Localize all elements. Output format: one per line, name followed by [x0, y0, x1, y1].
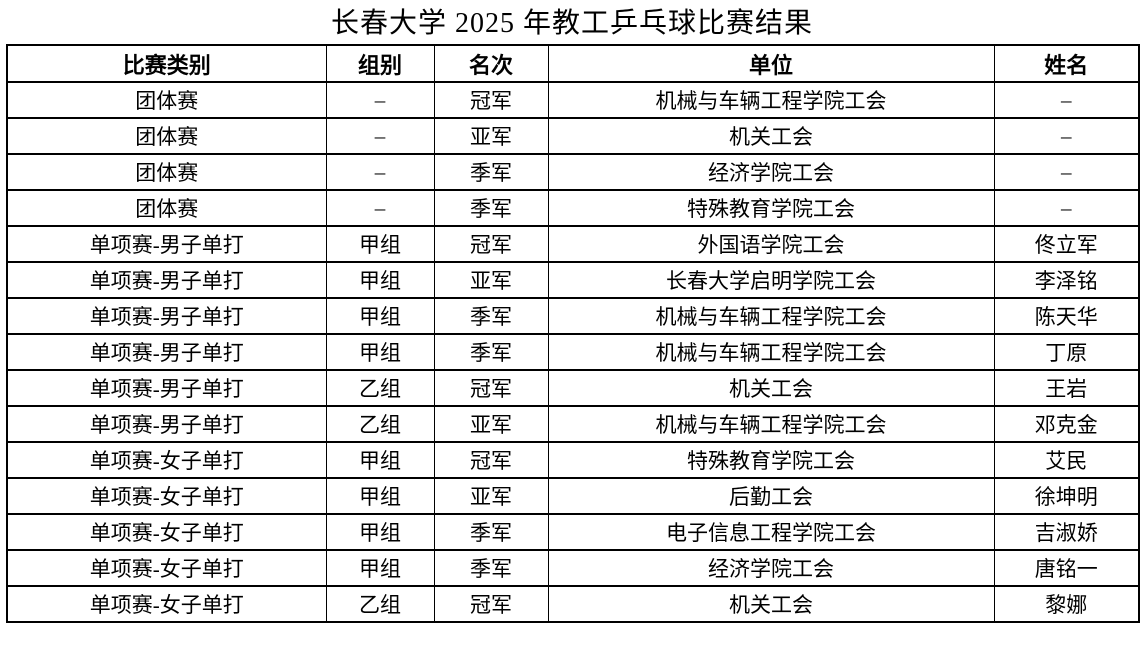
- cell-category: 单项赛-男子单打: [6, 225, 327, 263]
- table-row: 单项赛-女子单打 乙组 冠军 机关工会 黎娜: [6, 585, 1140, 623]
- table-row: 单项赛-女子单打 甲组 冠军 特殊教育学院工会 艾民: [6, 441, 1140, 479]
- cell-name: –: [993, 189, 1140, 227]
- cell-unit: 机械与车辆工程学院工会: [547, 405, 995, 443]
- cell-rank: 冠军: [433, 369, 549, 407]
- table-row: 单项赛-男子单打 甲组 季军 机械与车辆工程学院工会 陈天华: [6, 297, 1140, 335]
- cell-group: 甲组: [325, 549, 435, 587]
- cell-rank: 季军: [433, 153, 549, 191]
- cell-category: 单项赛-女子单打: [6, 441, 327, 479]
- cell-group: 甲组: [325, 513, 435, 551]
- table-row: 单项赛-女子单打 甲组 亚军 后勤工会 徐坤明: [6, 477, 1140, 515]
- cell-unit: 后勤工会: [547, 477, 995, 515]
- column-header-rank: 名次: [433, 44, 549, 83]
- cell-category: 单项赛-女子单打: [6, 477, 327, 515]
- cell-group: 乙组: [325, 585, 435, 623]
- cell-group: 甲组: [325, 225, 435, 263]
- table-row: 团体赛 – 亚军 机关工会 –: [6, 117, 1140, 155]
- cell-category: 团体赛: [6, 81, 327, 119]
- cell-unit: 长春大学启明学院工会: [547, 261, 995, 299]
- cell-category: 单项赛-男子单打: [6, 261, 327, 299]
- cell-name: 唐铭一: [993, 549, 1140, 587]
- cell-unit: 机械与车辆工程学院工会: [547, 297, 995, 335]
- cell-unit: 电子信息工程学院工会: [547, 513, 995, 551]
- cell-category: 单项赛-女子单打: [6, 549, 327, 587]
- cell-group: 甲组: [325, 261, 435, 299]
- cell-rank: 季军: [433, 189, 549, 227]
- cell-group: 甲组: [325, 477, 435, 515]
- cell-unit: 机关工会: [547, 369, 995, 407]
- cell-name: 陈天华: [993, 297, 1140, 335]
- column-header-unit: 单位: [547, 44, 995, 83]
- cell-name: 佟立军: [993, 225, 1140, 263]
- cell-name: 丁原: [993, 333, 1140, 371]
- column-header-category: 比赛类别: [6, 44, 327, 83]
- header-row: 比赛类别 组别 名次 单位 姓名: [6, 44, 1140, 83]
- cell-category: 单项赛-女子单打: [6, 513, 327, 551]
- table-row: 单项赛-男子单打 乙组 亚军 机械与车辆工程学院工会 邓克金: [6, 405, 1140, 443]
- cell-name: 黎娜: [993, 585, 1140, 623]
- cell-unit: 经济学院工会: [547, 549, 995, 587]
- cell-rank: 亚军: [433, 261, 549, 299]
- table-row: 团体赛 – 季军 特殊教育学院工会 –: [6, 189, 1140, 227]
- cell-rank: 冠军: [433, 585, 549, 623]
- cell-unit: 外国语学院工会: [547, 225, 995, 263]
- cell-name: –: [993, 81, 1140, 119]
- cell-category: 团体赛: [6, 153, 327, 191]
- table-row: 单项赛-男子单打 甲组 冠军 外国语学院工会 佟立军: [6, 225, 1140, 263]
- cell-group: 甲组: [325, 297, 435, 335]
- cell-category: 单项赛-男子单打: [6, 297, 327, 335]
- table-row: 单项赛-男子单打 乙组 冠军 机关工会 王岩: [6, 369, 1140, 407]
- cell-unit: 特殊教育学院工会: [547, 441, 995, 479]
- cell-group: –: [325, 153, 435, 191]
- cell-group: 乙组: [325, 405, 435, 443]
- column-header-group: 组别: [325, 44, 435, 83]
- cell-unit: 机关工会: [547, 585, 995, 623]
- cell-category: 单项赛-女子单打: [6, 585, 327, 623]
- cell-group: 乙组: [325, 369, 435, 407]
- cell-group: –: [325, 81, 435, 119]
- table-row: 单项赛-男子单打 甲组 亚军 长春大学启明学院工会 李泽铭: [6, 261, 1140, 299]
- cell-unit: 机械与车辆工程学院工会: [547, 81, 995, 119]
- cell-name: 艾民: [993, 441, 1140, 479]
- cell-category: 单项赛-男子单打: [6, 405, 327, 443]
- table-row: 单项赛-女子单打 甲组 季军 经济学院工会 唐铭一: [6, 549, 1140, 587]
- cell-name: 王岩: [993, 369, 1140, 407]
- page-title: 长春大学 2025 年教工乒乓球比赛结果: [330, 8, 813, 39]
- cell-rank: 季军: [433, 549, 549, 587]
- cell-rank: 冠军: [433, 225, 549, 263]
- cell-name: –: [993, 117, 1140, 155]
- cell-name: 李泽铭: [993, 261, 1140, 299]
- cell-group: 甲组: [325, 441, 435, 479]
- cell-group: –: [325, 189, 435, 227]
- cell-unit: 特殊教育学院工会: [547, 189, 995, 227]
- cell-category: 团体赛: [6, 117, 327, 155]
- cell-rank: 季军: [433, 297, 549, 335]
- cell-unit: 经济学院工会: [547, 153, 995, 191]
- cell-group: –: [325, 117, 435, 155]
- cell-unit: 机关工会: [547, 117, 995, 155]
- cell-rank: 冠军: [433, 81, 549, 119]
- cell-category: 单项赛-男子单打: [6, 333, 327, 371]
- cell-rank: 冠军: [433, 441, 549, 479]
- table-row: 单项赛-男子单打 甲组 季军 机械与车辆工程学院工会 丁原: [6, 333, 1140, 371]
- cell-category: 单项赛-男子单打: [6, 369, 327, 407]
- cell-name: 吉淑娇: [993, 513, 1140, 551]
- cell-rank: 亚军: [433, 477, 549, 515]
- cell-name: 徐坤明: [993, 477, 1140, 515]
- cell-rank: 亚军: [433, 117, 549, 155]
- cell-rank: 季军: [433, 513, 549, 551]
- cell-rank: 亚军: [433, 405, 549, 443]
- table-row: 团体赛 – 冠军 机械与车辆工程学院工会 –: [6, 81, 1140, 119]
- cell-unit: 机械与车辆工程学院工会: [547, 333, 995, 371]
- table-row: 单项赛-女子单打 甲组 季军 电子信息工程学院工会 吉淑娇: [6, 513, 1140, 551]
- cell-rank: 季军: [433, 333, 549, 371]
- cell-category: 团体赛: [6, 189, 327, 227]
- cell-name: 邓克金: [993, 405, 1140, 443]
- table-row: 团体赛 – 季军 经济学院工会 –: [6, 153, 1140, 191]
- column-header-name: 姓名: [993, 44, 1140, 83]
- results-table: 比赛类别 组别 名次 单位 姓名 团体赛 – 冠军 机械与车辆工程学院工会 – …: [6, 44, 1140, 623]
- cell-group: 甲组: [325, 333, 435, 371]
- cell-name: –: [993, 153, 1140, 191]
